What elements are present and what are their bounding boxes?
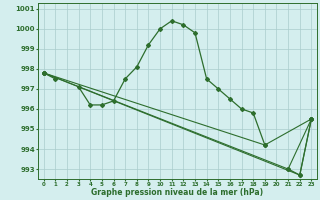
X-axis label: Graphe pression niveau de la mer (hPa): Graphe pression niveau de la mer (hPa) bbox=[92, 188, 264, 197]
